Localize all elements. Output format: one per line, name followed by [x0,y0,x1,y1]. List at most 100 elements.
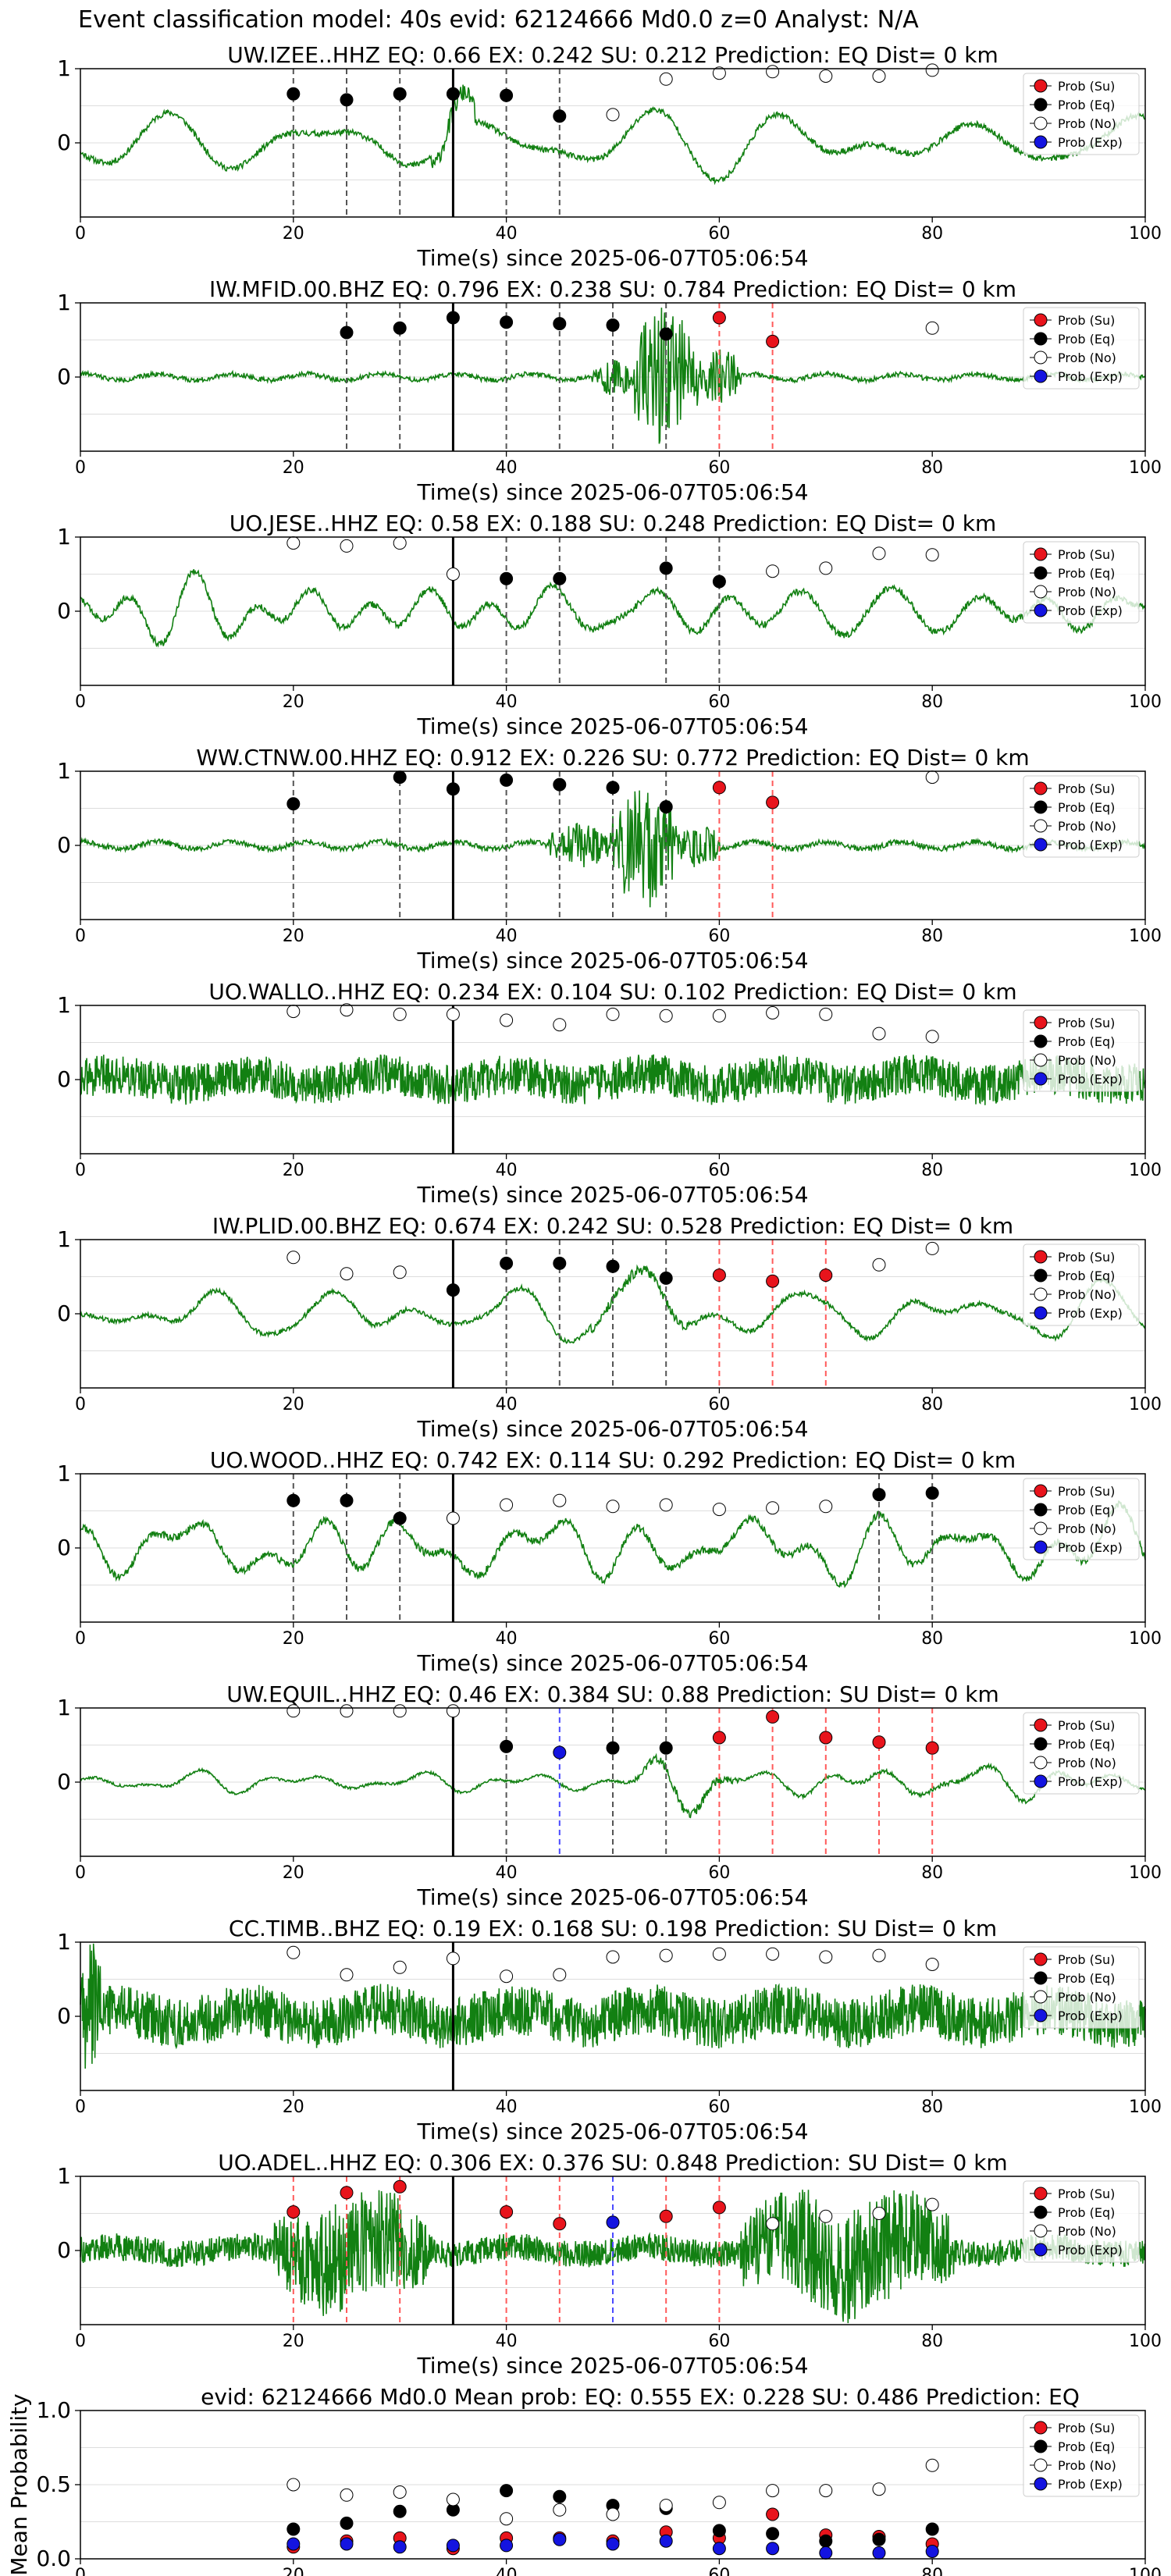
panel-title: UW.IZEE..HHZ EQ: 0.66 EX: 0.242 SU: 0.21… [227,42,998,68]
x-tick-label: 80 [921,1395,943,1414]
x-tick-label: 20 [283,1395,304,1414]
prob-marker-su [872,1735,886,1749]
prob-marker-no [287,1704,301,1718]
prob-marker-no [925,2197,939,2211]
legend-label-su: Prob (Su) [1058,1250,1115,1265]
mean-prob-point-eq [553,2489,567,2503]
prob-marker-eq [500,315,514,329]
legend-label-eq: Prob (Eq) [1058,1737,1115,1752]
waveform-trace [80,790,1146,908]
x-tick-label: 40 [496,224,518,244]
y-tick-label: 1 [57,1929,71,1955]
legend-marker-no [1034,585,1048,599]
prob-marker-no [340,1968,354,1982]
prob-marker-eq [287,1493,301,1507]
x-tick-label: 0 [75,2332,86,2351]
x-tick-label: 100 [1129,692,1162,712]
prob-marker-no [446,1511,460,1525]
prob-marker-no [819,1500,833,1514]
prob-marker-eq [872,1488,886,1502]
y-tick-label: 1.0 [36,2397,71,2423]
prob-marker-no [659,72,673,86]
prob-marker-no [766,564,780,578]
mean-prob-point-no [446,2492,460,2507]
x-tick-label: 40 [496,692,518,712]
prob-marker-eq [446,1283,460,1297]
panel-title: IW.MFID.00.BHZ EQ: 0.796 EX: 0.238 SU: 0… [209,276,1016,302]
prob-marker-no [872,546,886,560]
x-tick-label: 40 [496,1629,518,1649]
prob-marker-su [712,1731,726,1745]
legend-marker-exp [1034,838,1048,852]
mean-prob-point-eq [500,2484,514,2498]
legend-marker-no [1034,1990,1048,2004]
station-panel-0: UW.IZEE..HHZ EQ: 0.66 EX: 0.242 SU: 0.21… [57,42,1162,271]
prob-marker-no [393,536,407,550]
legend-label-exp: Prob (Exp) [1058,838,1123,852]
legend-label-exp: Prob (Exp) [1058,135,1123,150]
y-tick-label: 1 [57,758,71,784]
legend-label-eq: Prob (Eq) [1058,1268,1115,1283]
station-panel-8: CC.TIMB..BHZ EQ: 0.19 EX: 0.168 SU: 0.19… [57,1916,1162,2144]
prob-marker-eq [500,1739,514,1753]
x-tick-label: 80 [921,927,943,946]
legend-marker-exp [1034,1774,1048,1788]
prob-marker-no [287,1005,301,1019]
legend-marker-exp [1034,369,1048,383]
legend-marker-eq [1034,1737,1048,1751]
legend-marker-eq [1034,2439,1048,2453]
legend-label-su: Prob (Su) [1058,2186,1115,2201]
mean-prob-point-exp [446,2539,460,2553]
y-tick-label: 1 [57,1695,71,1720]
prob-marker-eq [659,1741,673,1755]
legend-marker-eq [1034,1268,1048,1283]
prob-marker-exp [553,1745,567,1759]
prob-marker-eq [500,571,514,585]
prob-marker-eq [500,1256,514,1270]
prob-marker-eq [446,782,460,796]
legend-marker-no [1034,1053,1048,1067]
x-tick-label: 100 [1129,927,1162,946]
legend-label-su: Prob (Su) [1058,2421,1115,2435]
panel-title: UO.WALLO..HHZ EQ: 0.234 EX: 0.104 SU: 0.… [208,979,1016,1005]
prob-marker-no [446,1007,460,1021]
y-tick-label: 0 [57,2003,71,2029]
prob-marker-eq [606,1741,620,1755]
prob-marker-no [446,1952,460,1966]
x-tick-label: 80 [921,1629,943,1649]
legend-label-exp: Prob (Exp) [1058,2477,1123,2492]
x-axis-label: Time(s) since 2025-06-07T05:06:54 [416,2353,808,2379]
prob-marker-eq [553,109,567,123]
legend-label-no: Prob (No) [1058,1756,1116,1770]
prob-marker-eq [659,1271,673,1285]
x-tick-label: 40 [496,458,518,478]
legend-marker-eq [1034,1034,1048,1048]
prob-marker-no [606,108,620,122]
x-tick-label: 100 [1129,2332,1162,2351]
mean-prob-point-exp [766,2542,780,2556]
prob-marker-no [925,321,939,335]
legend-box [1023,307,1140,390]
prob-marker-eq [659,327,673,341]
prob-marker-su [500,2205,514,2219]
mean-prob-point-no [553,2503,567,2517]
prob-marker-no [340,1267,354,1281]
x-axis-label: Time(s) since 2025-06-07T05:06:54 [416,479,808,505]
legend-marker-no [1034,2224,1048,2238]
prob-marker-su [819,1731,833,1745]
legend-marker-exp [1034,2477,1048,2491]
mean-prob-point-no [500,2512,514,2526]
prob-marker-no [872,1948,886,1962]
y-tick-label: 0.0 [36,2546,71,2571]
prob-marker-no [712,1947,726,1961]
prob-marker-no [766,1006,780,1019]
x-tick-label: 20 [283,224,304,244]
prob-marker-no [819,1950,833,1964]
legend-label-su: Prob (Su) [1058,1952,1115,1967]
x-tick-label: 40 [496,2566,518,2576]
panel-title: IW.PLID.00.BHZ EQ: 0.674 EX: 0.242 SU: 0… [212,1213,1013,1239]
x-tick-label: 0 [75,458,86,478]
station-panel-9: UO.ADEL..HHZ EQ: 0.306 EX: 0.376 SU: 0.8… [57,2150,1162,2379]
panel-title: UO.JESE..HHZ EQ: 0.58 EX: 0.188 SU: 0.24… [230,511,996,536]
x-tick-label: 20 [283,458,304,478]
